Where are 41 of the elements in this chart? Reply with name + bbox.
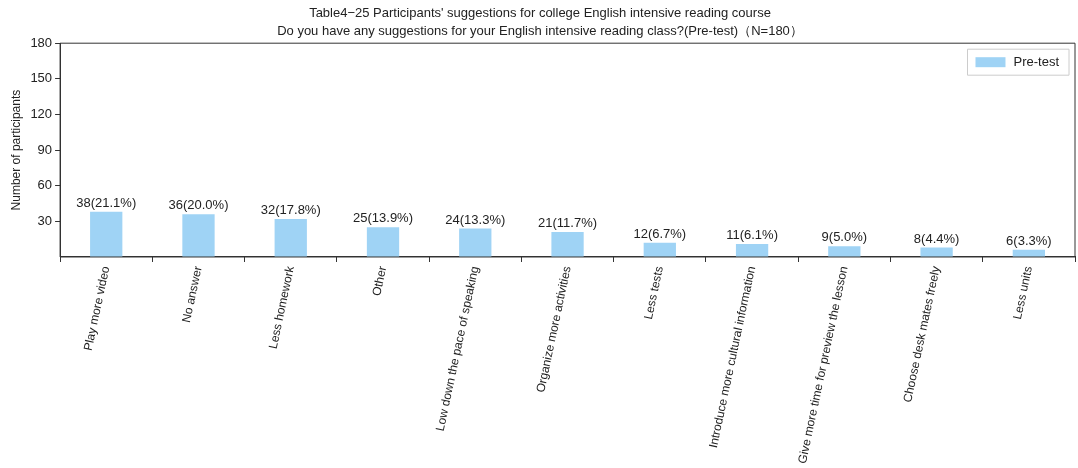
x-tick-label: Less units — [1010, 264, 1036, 321]
data-label: 25(13.9%) — [353, 210, 414, 226]
x-tick-label: Other — [369, 264, 390, 298]
bar — [551, 232, 584, 257]
x-tick-label: Low down the pace of speaking — [432, 264, 482, 433]
bar — [274, 218, 307, 257]
bar — [90, 211, 123, 257]
data-label: 21(11.7%) — [538, 215, 598, 231]
x-tick-label: Less homework — [265, 263, 298, 351]
y-tick-label: 150 — [30, 70, 53, 86]
y-tick-label: 60 — [37, 177, 53, 193]
x-tick-label: Organize more activities — [533, 264, 574, 394]
data-label: 24(13.3%) — [445, 211, 506, 227]
bar — [643, 242, 676, 257]
chart-title: Table4−25 Participants' suggestions for college English intensive reading course — [309, 5, 771, 21]
y-tick-label: 120 — [30, 106, 53, 122]
data-label: 32(17.8%) — [260, 202, 321, 218]
bar — [366, 227, 400, 257]
x-tick-label: Play more video — [80, 264, 113, 352]
data-label: 11(6.1%) — [726, 227, 778, 243]
data-label: 6(3.3%) — [1006, 232, 1052, 248]
y-tick-label: 90 — [37, 141, 53, 157]
data-label: 12(6.7%) — [633, 225, 687, 241]
x-tick-label: Give more time for preview the lesson — [794, 264, 851, 465]
y-tick-label: 30 — [37, 212, 53, 228]
bar — [182, 214, 215, 257]
y-axis-title: Number of participants — [8, 89, 23, 211]
data-label: 38(21.1%) — [76, 194, 137, 210]
x-tick-label: Less tests — [641, 264, 666, 321]
bar — [828, 246, 861, 257]
chart-subtitle: Do you have any suggestions for your English intensive reading class?(Pre-test)（N=180） — [277, 22, 803, 38]
bar — [459, 228, 492, 257]
data-label: 8(4.4%) — [913, 230, 960, 246]
legend-label: Pre-test — [1013, 53, 1060, 69]
bar — [920, 247, 953, 257]
data-label: 36(20.0%) — [168, 197, 229, 213]
data-label: 9(5.0%) — [821, 229, 868, 245]
x-tick-label: Choose desk mates freely — [900, 264, 943, 404]
bar — [735, 243, 769, 257]
y-tick-label: 180 — [30, 34, 53, 50]
x-tick-label: No answer — [179, 264, 205, 324]
